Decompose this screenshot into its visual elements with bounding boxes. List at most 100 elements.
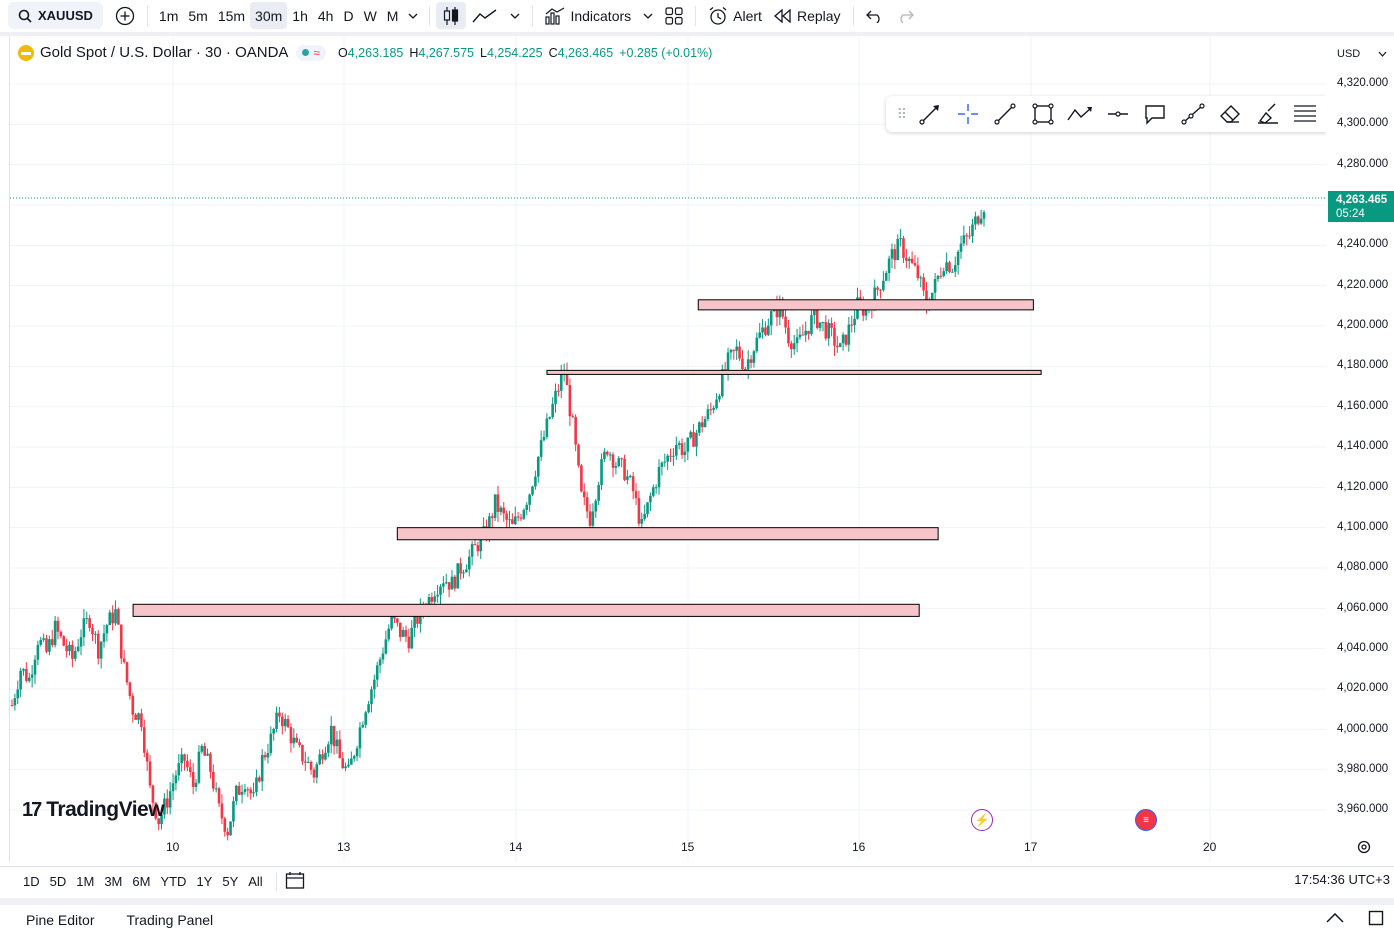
divider: [146, 5, 148, 26]
market-status-badge[interactable]: ≈: [296, 44, 327, 61]
candle-up: [479, 534, 483, 552]
measure-tool-button[interactable]: [1174, 99, 1211, 129]
candle-down: [568, 385, 572, 417]
drag-handle-icon[interactable]: ⠿: [896, 105, 907, 122]
candle-up: [13, 698, 17, 706]
candle-up: [873, 287, 877, 311]
candle-up: [608, 454, 612, 456]
currency-selector[interactable]: USD: [1330, 44, 1394, 64]
chevron-down-icon: [1378, 51, 1387, 57]
indicators-dropdown-button[interactable]: [637, 2, 659, 29]
candle-down: [459, 563, 462, 574]
undo-button[interactable]: [860, 2, 890, 29]
time-label: 15: [681, 840, 695, 854]
candle-up: [306, 761, 310, 763]
divider: [532, 5, 534, 26]
layouts-button[interactable]: [659, 2, 689, 29]
range-6m[interactable]: 6M: [132, 874, 151, 889]
interval-5m[interactable]: 5m: [188, 7, 208, 24]
more-tools-button[interactable]: [1287, 99, 1324, 129]
eraser-tool-button[interactable]: [1212, 99, 1249, 129]
range-5d[interactable]: 5D: [49, 874, 67, 889]
go-to-date-button[interactable]: [285, 871, 305, 892]
dividend-event-icon[interactable]: ⚡: [971, 809, 993, 831]
rectangle-tool-button[interactable]: [1024, 99, 1061, 129]
candle-up: [729, 349, 733, 353]
maximize-panel-button[interactable]: [1368, 910, 1384, 931]
compare-symbol-button[interactable]: [109, 2, 141, 29]
interval-1m[interactable]: 1m: [158, 7, 179, 24]
interval-w[interactable]: W: [363, 7, 377, 24]
candle-up: [896, 238, 900, 261]
horizontal-ray-tool-button[interactable]: [1099, 99, 1136, 129]
candle-up: [695, 432, 698, 447]
interval-dropdown-button[interactable]: [403, 2, 423, 29]
path-tool-button[interactable]: [1062, 99, 1099, 129]
chart-type-line-button[interactable]: [466, 2, 504, 29]
interval-4h[interactable]: 4h: [317, 7, 334, 24]
symbol-search-button[interactable]: XAUUSD: [8, 2, 103, 29]
candle-up: [792, 343, 796, 350]
candle-down: [183, 754, 186, 761]
us-flag-event-icon[interactable]: ≡: [1135, 809, 1157, 831]
pointer-line-icon: [919, 105, 940, 125]
interval-d[interactable]: D: [343, 7, 354, 24]
candle-up: [493, 494, 497, 518]
replay-button[interactable]: Replay: [768, 2, 847, 29]
candle-down: [258, 777, 261, 782]
price-axis[interactable]: [1326, 36, 1394, 862]
candle-down: [286, 719, 290, 728]
candle-down: [580, 465, 583, 492]
candle-down: [25, 669, 28, 681]
redo-button[interactable]: [890, 2, 920, 29]
range-3m[interactable]: 3M: [104, 874, 123, 889]
tradingview-logo[interactable]: 17 TradingView: [22, 798, 165, 822]
time-label: 14: [509, 840, 523, 854]
candle-down: [976, 216, 980, 224]
interval-15m[interactable]: 15m: [217, 7, 246, 24]
tab-pine-editor[interactable]: Pine Editor: [26, 912, 95, 928]
range-all[interactable]: All: [248, 874, 263, 889]
indicators-button[interactable]: Indicators: [539, 2, 637, 29]
brush-tool-button[interactable]: [912, 99, 949, 129]
range-5y[interactable]: 5Y: [222, 874, 239, 889]
tab-trading-panel[interactable]: Trading Panel: [126, 912, 214, 928]
candle-down: [134, 714, 137, 720]
candle-up: [545, 418, 549, 437]
highlighter-tool-button[interactable]: [1249, 99, 1286, 129]
candle-up: [235, 785, 238, 802]
price-label: 4,140.000: [1337, 440, 1389, 452]
range-1m[interactable]: 1M: [76, 874, 95, 889]
chart-type-candles-button[interactable]: [436, 2, 467, 29]
chart-type-dropdown-button[interactable]: [504, 2, 526, 29]
candle-down: [565, 372, 569, 386]
crosshair-tool-button[interactable]: [949, 99, 986, 129]
time-axis[interactable]: [0, 836, 1394, 860]
candle-down: [634, 491, 638, 499]
candle-up: [370, 689, 373, 705]
trend-line-tool-button[interactable]: [987, 99, 1024, 129]
ohlc-values: O4,263.185 H4,267.575 L4,254.225 C4,263.…: [338, 45, 713, 60]
expand-panel-button[interactable]: [1326, 910, 1344, 931]
symbol-title: Gold Spot / U.S. Dollar · 30 · OANDA: [40, 44, 289, 61]
interval-30m[interactable]: 30m: [250, 2, 288, 29]
chart-pane[interactable]: [9, 36, 1327, 862]
chart-settings-button[interactable]: [1356, 839, 1372, 858]
candle-up: [381, 653, 385, 660]
candle-down: [338, 739, 342, 759]
range-1y[interactable]: 1Y: [196, 874, 213, 889]
candle-down: [88, 618, 91, 629]
price-chart[interactable]: [10, 36, 1327, 862]
callout-tool-button[interactable]: [1137, 99, 1174, 129]
range-1d[interactable]: 1D: [23, 874, 40, 889]
range-ytd[interactable]: YTD: [160, 874, 187, 889]
timezone-clock[interactable]: 17:54:36 UTC+3: [1294, 872, 1390, 887]
interval-1h[interactable]: 1h: [292, 7, 308, 24]
candle-up: [99, 641, 103, 659]
candle-up: [401, 630, 405, 637]
candle-up: [683, 451, 687, 455]
alert-button[interactable]: Alert: [702, 2, 768, 29]
candle-up: [689, 432, 692, 438]
candle-up: [171, 783, 175, 792]
interval-m[interactable]: M: [386, 7, 399, 24]
